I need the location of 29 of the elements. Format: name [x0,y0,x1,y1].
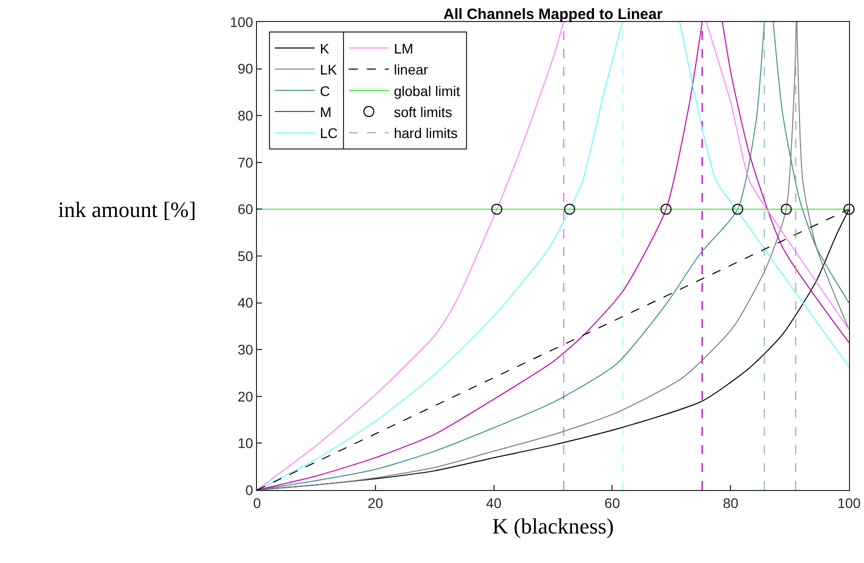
legend-label: M [320,104,332,120]
y-tick-label: 0 [245,482,254,498]
y-tick-label: 20 [238,388,254,404]
legend-label: linear [394,62,428,78]
x-tick-label: 100 [837,494,861,511]
y-tick-label: 100 [230,14,254,30]
y-tick-label: 90 [238,60,254,77]
legend-label: soft limits [394,104,452,120]
y-tick-label: 30 [238,342,254,358]
legend-label: LK [320,62,338,78]
legend-label: global limit [394,82,460,99]
legend-label: LC [320,125,338,142]
legend-label: LM [394,40,414,56]
x-tick-label: 40 [486,494,502,511]
y-tick-label: 10 [238,435,254,452]
x-tick-label: 60 [604,494,620,511]
legend-label: K [320,40,330,56]
x-axis-title: K (blackness) [492,514,614,539]
legend-label: C [320,82,330,99]
y-axis-title: ink amount [%] [58,197,196,222]
x-tick-label: 80 [722,494,739,511]
chart-title: All Channels Mapped to Linear [443,6,663,23]
y-tick-label: 70 [238,154,254,170]
y-tick-label: 80 [238,108,254,124]
x-tick-label: 20 [368,494,384,511]
y-tick-label: 40 [238,294,254,311]
y-tick-label: 60 [238,201,254,218]
y-tick-label: 50 [238,248,254,264]
legend-label: hard limits [394,125,458,142]
